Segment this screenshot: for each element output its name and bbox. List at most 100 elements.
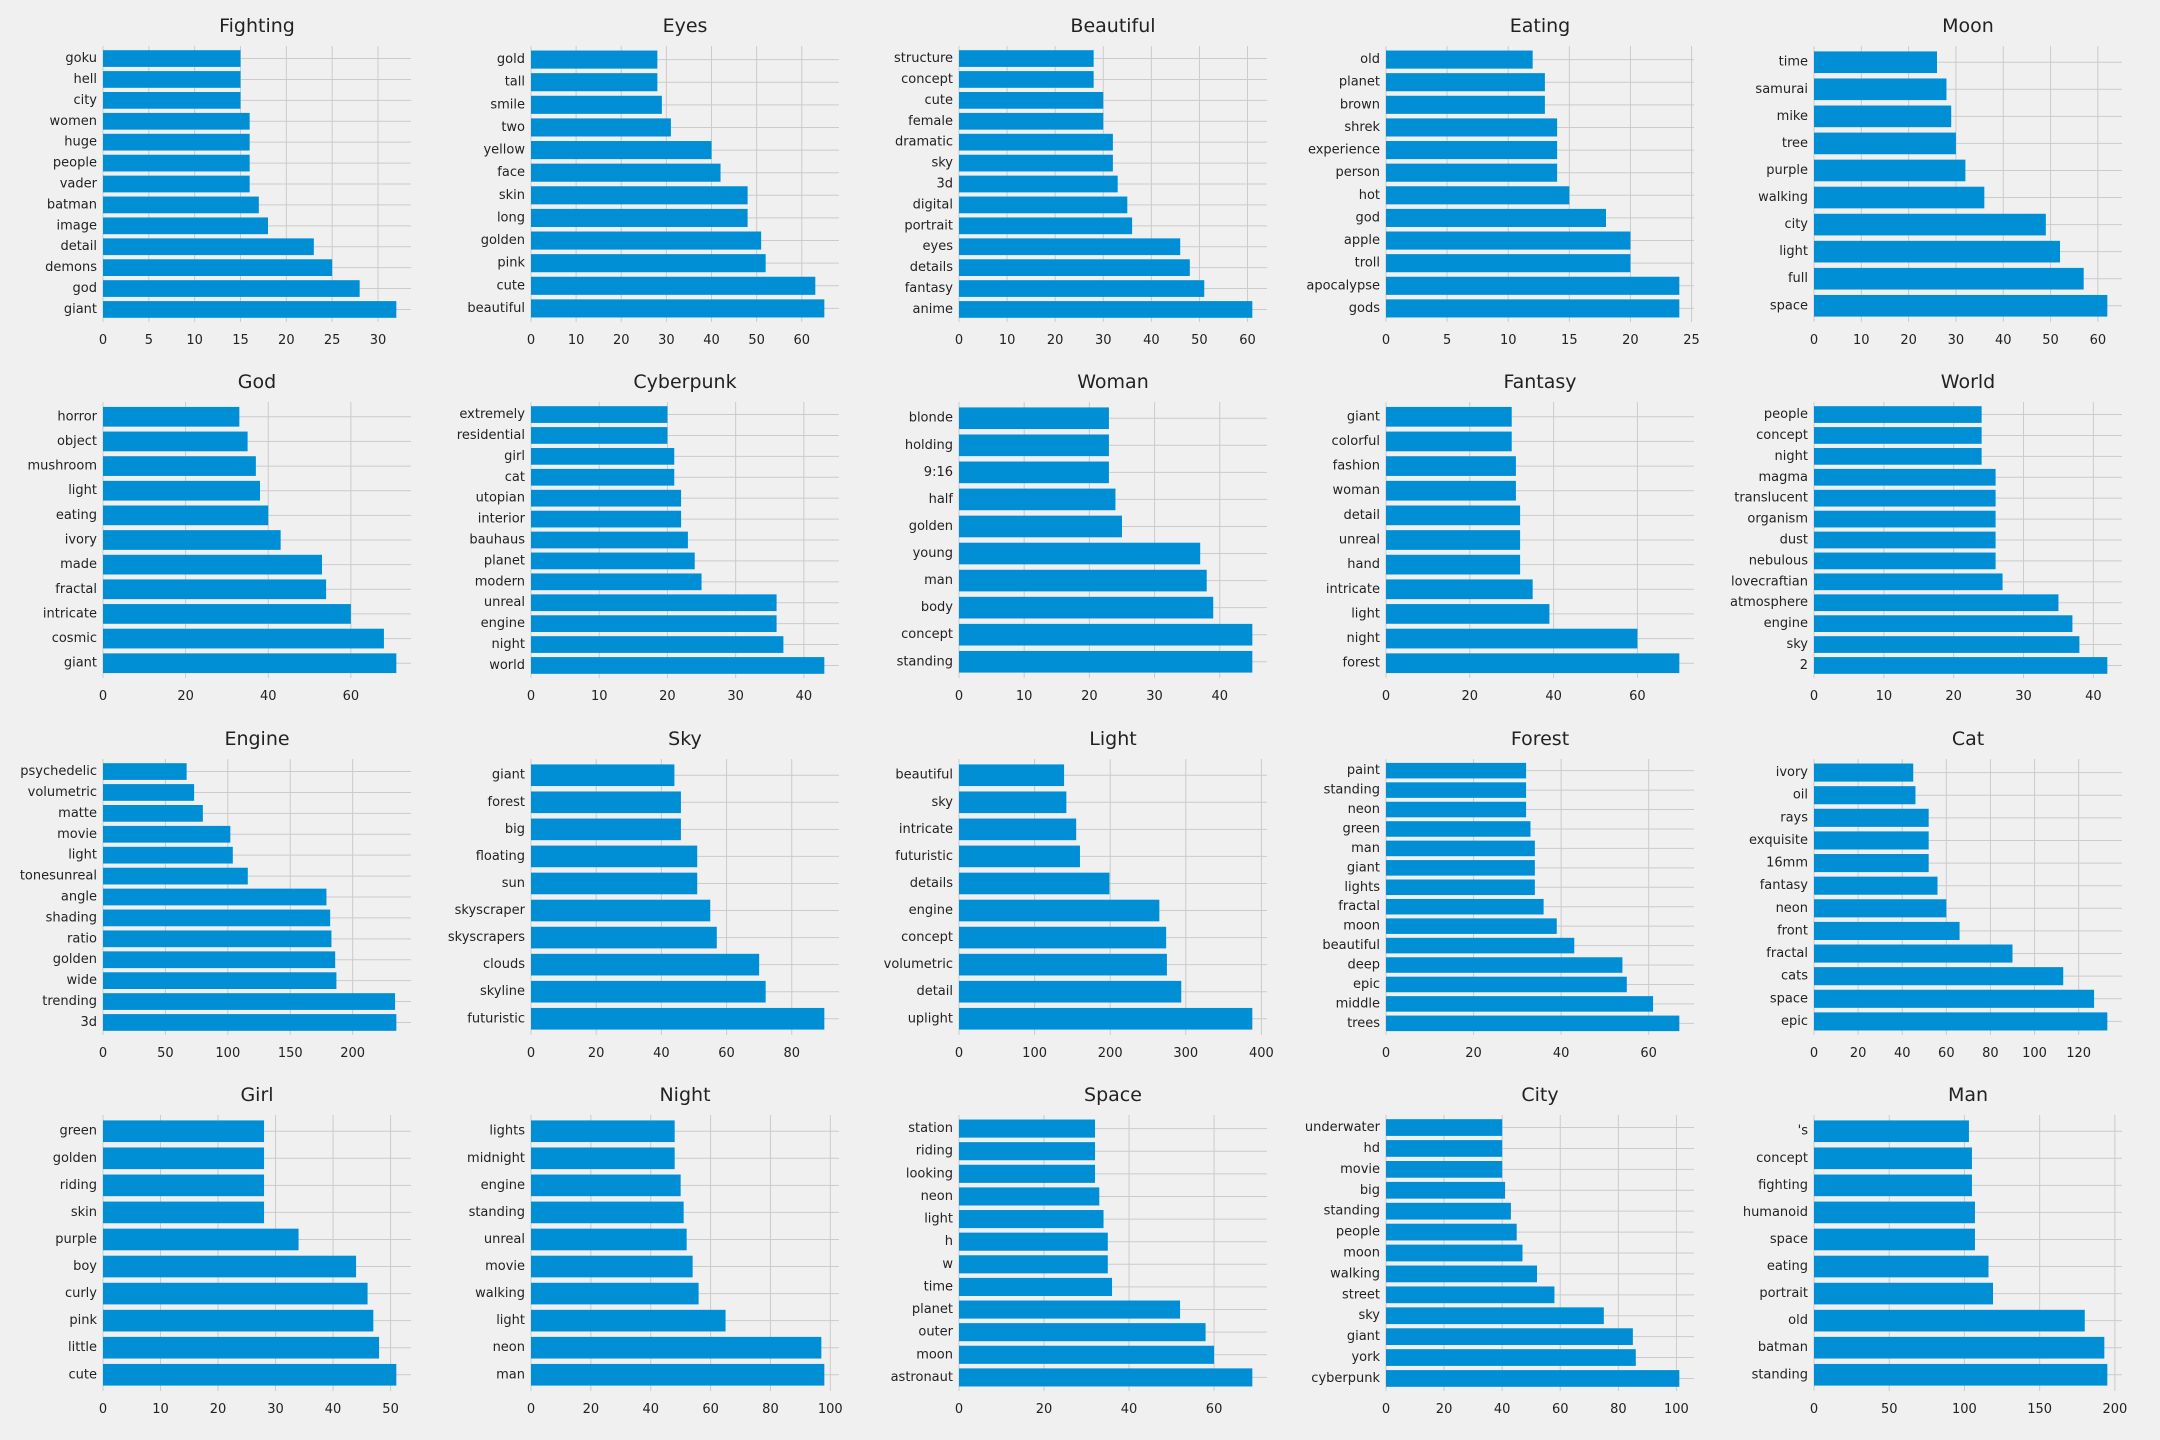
tick-label-x: 20 — [1036, 1402, 1053, 1417]
tick-label-y: lights — [489, 1124, 525, 1139]
bar — [1814, 1255, 1989, 1278]
bar — [1814, 427, 1982, 444]
tick-label-x: 40 — [1894, 1046, 1911, 1061]
tick-label-y: man — [924, 573, 953, 588]
bar — [1386, 231, 1631, 250]
tick-label-y: beautiful — [895, 768, 953, 783]
tick-label-x: 40 — [703, 333, 720, 348]
tick-label-y: standing — [1752, 1367, 1808, 1382]
tick-label-y: ratio — [67, 931, 97, 946]
bar — [1386, 840, 1535, 857]
tick-label-y: apocalypse — [1306, 278, 1380, 293]
tick-label-y: bauhaus — [469, 533, 525, 548]
tick-label-y: intricate — [1326, 582, 1380, 597]
tick-label-y: woman — [1333, 483, 1380, 498]
tick-label-y: sun — [502, 876, 525, 891]
subplot-light: uplight detail volumetric concept engine deta… — [884, 728, 1274, 1061]
tick-label-y: yellow — [483, 143, 525, 158]
bar — [1814, 186, 1985, 209]
bar — [103, 480, 260, 501]
bar — [1814, 763, 1914, 782]
tick-label-x: 0 — [1810, 1046, 1818, 1061]
tick-label-x: 0 — [955, 333, 963, 348]
tick-label-x: 20 — [659, 689, 676, 704]
tick-label-x: 20 — [210, 1402, 227, 1417]
bar — [531, 141, 712, 160]
tick-label-y: body — [921, 600, 953, 615]
tick-label-x: 400 — [1249, 1046, 1274, 1061]
bar — [959, 280, 1205, 297]
tick-label-x: 15 — [232, 333, 249, 348]
bar — [103, 1309, 374, 1332]
tick-label-y: full — [1788, 271, 1808, 286]
bar — [1386, 1307, 1604, 1325]
bar — [103, 280, 360, 297]
bar — [531, 1120, 675, 1143]
tick-label-x: 40 — [1211, 689, 1228, 704]
tick-label-y: sky — [931, 156, 953, 171]
tick-label-y: purple — [1766, 163, 1808, 178]
tick-label-x: 300 — [1173, 1046, 1198, 1061]
tick-label-y: riding — [60, 1178, 97, 1193]
subplot-eyes: beautiful cute pink golden long skin face yello… — [467, 15, 839, 348]
tick-label-y: holding — [905, 438, 953, 453]
bar — [1814, 1282, 1994, 1305]
bar — [1814, 1147, 1972, 1170]
subplot-title: City — [1521, 1084, 1558, 1106]
bar — [103, 1201, 265, 1224]
bar — [959, 980, 1182, 1003]
tick-label-y: standing — [1324, 1204, 1380, 1219]
tick-label-x: 50 — [1881, 1402, 1898, 1417]
tick-label-y: looking — [906, 1166, 953, 1181]
bar — [531, 406, 668, 423]
bar — [531, 594, 777, 612]
bar — [531, 448, 675, 465]
bar — [1386, 996, 1654, 1012]
tick-label-y: batman — [47, 197, 97, 212]
tick-label-y: giant — [1347, 860, 1380, 875]
bar — [531, 254, 766, 273]
tick-label-y: planet — [484, 553, 525, 568]
bar — [103, 972, 337, 989]
tick-label-x: 40 — [796, 689, 813, 704]
plot-area — [959, 1115, 1267, 1391]
tick-label-x: 0 — [1382, 1046, 1390, 1061]
subplot-cat: epic space cats fractal front neon fantasy 16mm… — [1749, 728, 2122, 1061]
bar — [959, 1210, 1104, 1229]
bar — [531, 818, 681, 841]
tick-label-x: 0 — [1382, 1402, 1390, 1417]
bar — [1814, 876, 1938, 895]
tick-label-y: people — [53, 156, 97, 171]
bar — [531, 636, 784, 653]
subplot-title: Sky — [668, 728, 702, 750]
bar — [1386, 73, 1545, 92]
bar — [1386, 1223, 1517, 1241]
tick-label-y: forest — [488, 795, 525, 810]
plot-area — [1386, 46, 1694, 322]
bar — [1386, 898, 1544, 915]
tick-label-x: 0 — [955, 1046, 963, 1061]
bar — [531, 427, 668, 444]
tick-label-y: tall — [505, 75, 525, 90]
tick-label-y: man — [496, 1367, 525, 1382]
bar — [103, 238, 314, 256]
tick-label-y: skin — [499, 188, 525, 203]
tick-label-y: moon — [1343, 919, 1380, 934]
subplot-girl: cute little pink curly boy purple skin riding go… — [53, 1084, 411, 1417]
tick-label-y: experience — [1308, 143, 1380, 158]
bar — [103, 217, 268, 235]
tick-label-x: 50 — [157, 1046, 174, 1061]
tick-label-y: dust — [1780, 533, 1808, 548]
tick-label-x: 0 — [1810, 333, 1818, 348]
bar — [103, 628, 384, 649]
bar — [531, 1007, 825, 1030]
tick-label-y: apple — [1344, 233, 1380, 248]
tick-label-y: smile — [490, 97, 525, 112]
tick-label-y: sky — [931, 795, 953, 810]
tick-label-y: object — [57, 434, 97, 449]
tick-label-y: space — [1770, 298, 1808, 313]
tick-label-x: 20 — [1462, 689, 1479, 704]
tick-label-x: 0 — [1810, 1402, 1818, 1417]
tick-label-y: light — [68, 483, 97, 498]
tick-label-y: translucent — [1734, 491, 1808, 506]
